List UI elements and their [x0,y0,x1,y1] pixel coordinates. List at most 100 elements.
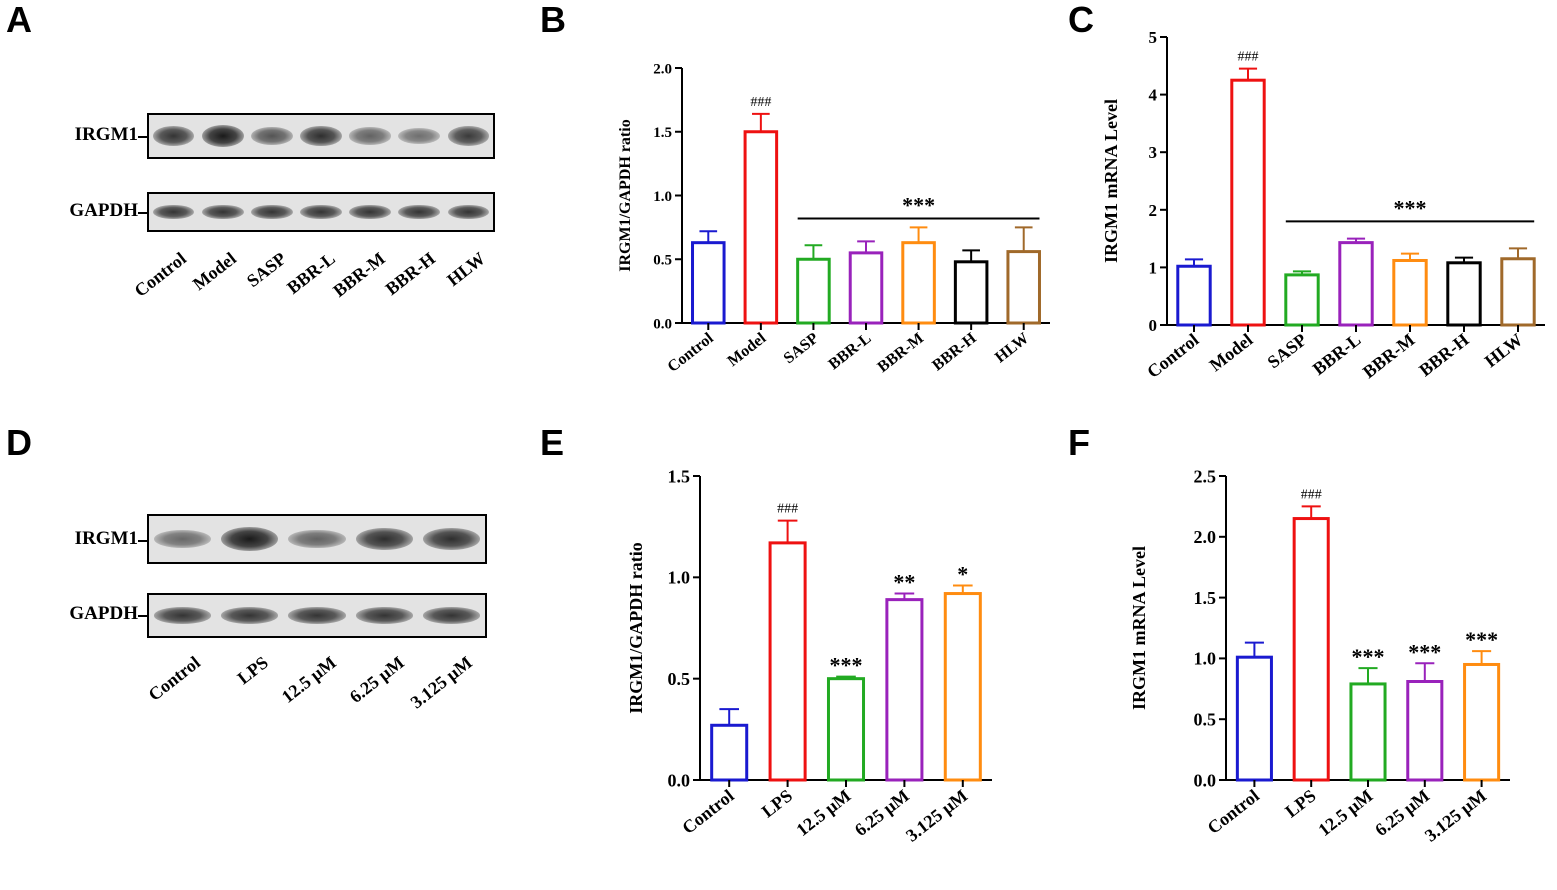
blot-a-irgm1-band-5 [349,127,392,145]
blot-d-row-gapdh [147,593,487,638]
chart-c-bar [1446,261,1482,327]
blot-d-gapdh-band-2 [221,607,279,624]
blot-d-gapdh-band-5 [422,607,480,624]
chart-f-bar [1349,682,1387,782]
chart-b-bar [796,257,831,325]
chart-f-category-label: 3.125 μM [1421,785,1490,845]
chart-b-bar [1006,250,1041,325]
chart-b-bar [743,130,779,325]
blot-a-gapdh-band-6 [398,204,441,220]
chart-b-category-label: BBR-H [929,329,980,374]
chart-b-category-label: BBR-L [825,330,874,374]
chart-f-y-tick-label: 2.0 [1194,527,1217,547]
blot-a-row-tick-gapdh [138,212,148,214]
blot-d-irgm1-band-2 [221,527,279,551]
blot-a-gapdh-band-4 [300,204,342,220]
chart-e-significance-marker: ** [893,570,915,595]
chart-c-significance-marker: ### [1238,50,1259,65]
blot-a-row-gapdh [147,192,495,232]
chart-f-bar [1235,655,1273,782]
chart-b-significance-marker: ### [750,95,771,110]
chart-c-category-label: SASP [1263,329,1310,372]
chart-c-category-label: Model [1206,329,1257,375]
blot-d-row-tick-gapdh [138,615,148,617]
chart-c-category-label: BBR-H [1415,329,1472,380]
chart-e-bar [710,723,749,782]
chart-e-category-label: Control [678,785,737,837]
blot-a-gapdh-band-2 [201,204,244,220]
panel-letter-a: A [6,0,32,40]
blot-d-row-label-irgm1: IRGM1 [74,528,138,549]
blot-d-gapdh-band-3 [288,607,346,624]
chart-f-category-label: Control [1204,785,1263,837]
blot-a-gapdh-band-7 [447,204,490,220]
chart-b-category-label: Model [725,329,770,370]
chart-c-y-tick-label: 3 [1149,143,1158,162]
chart-c-y-tick-label: 1 [1149,258,1158,277]
blot-a-irgm1-band-7 [447,126,490,146]
chart-c-y-tick-label: 0 [1149,316,1158,335]
chart-f-y-tick-label: 0.5 [1194,710,1217,730]
chart-c-y-tick-label: 2 [1149,201,1158,220]
blot-d-gapdh-band-1 [154,607,212,624]
chart-c-bar [1392,258,1428,327]
blot-d-row-tick-irgm1 [138,540,148,542]
blot-d-row-label-gapdh: GAPDH [69,603,138,624]
chart-b-y-tick-label: 2.0 [653,61,672,77]
chart-c-bar [1338,241,1374,327]
chart-e-category-label: 12.5 μM [792,785,854,840]
chart-e-y-tick-label: 1.5 [668,466,691,486]
panel-letter-c: C [1068,0,1094,40]
chart-c-bar [1230,78,1266,327]
panel-letter-b: B [540,0,566,40]
chart-f-bar [1292,517,1330,782]
chart-b-bar [848,251,884,325]
blot-a-gapdh-band-5 [349,204,392,220]
chart-b-bar [953,260,989,325]
blot-a-gapdh-band-1 [152,204,195,220]
chart-e-y-tick-label: 0.5 [668,669,691,689]
chart-e-bar [768,541,807,782]
chart-c-bar [1284,273,1320,327]
blot-a-irgm1-band-2 [201,125,244,147]
chart-e-bar [943,592,982,782]
chart-c-y-tick-label: 5 [1149,28,1158,47]
chart-f-category-label: 12.5 μM [1314,785,1376,840]
chart-f-significance-marker: *** [1465,627,1498,652]
blot-d-irgm1-band-5 [422,527,480,551]
chart-e-category-label: 3.125 μM [902,785,971,845]
blot-a-irgm1-band-3 [250,126,293,145]
chart-e-category-label: LPS [758,785,796,821]
chart-c-bar [1500,257,1536,327]
blot-a-row-label-gapdh: GAPDH [69,200,138,221]
panel-letter-f: F [1068,422,1090,463]
chart-f-y-tick-label: 1.0 [1194,649,1217,669]
chart-c-category-label: Control [1143,329,1202,381]
chart-c-y-tick-label: 4 [1149,86,1158,105]
chart-e-bar [826,677,866,782]
chart-c-category-label: HLW [1481,329,1527,371]
chart-f-bar [1406,680,1444,782]
chart-e-significance-marker: *** [830,653,863,678]
chart-b-bar [691,241,726,325]
chart-c-bracket-label: *** [1394,195,1427,220]
chart-f-significance-marker: ### [1301,487,1322,502]
chart-b-bar [901,241,936,325]
chart-f-significance-marker: *** [1408,639,1441,664]
chart-e-y-tick-label: 1.0 [668,568,691,588]
blot-a-irgm1-band-6 [398,127,441,145]
chart-c-bar [1176,264,1212,327]
blot-a-row-tick-irgm1 [138,136,148,138]
panel-letter-d: D [6,422,32,463]
chart-f-category-label: LPS [1281,785,1319,821]
chart-c-y-axis-label: IRGM1 mRNA Level [1101,99,1121,263]
blot-d-gapdh-band-4 [355,607,413,624]
chart-b-y-tick-label: 0.5 [653,253,672,269]
chart-b-y-axis-label: IRGM1/GAPDH ratio [617,119,634,271]
blot-a-row-irgm1 [147,113,495,159]
blot-d-irgm1-band-1 [154,529,212,549]
chart-f-significance-marker: *** [1352,644,1385,669]
chart-e-y-tick-label: 0.0 [668,770,691,790]
blot-d-irgm1-band-3 [288,529,346,549]
